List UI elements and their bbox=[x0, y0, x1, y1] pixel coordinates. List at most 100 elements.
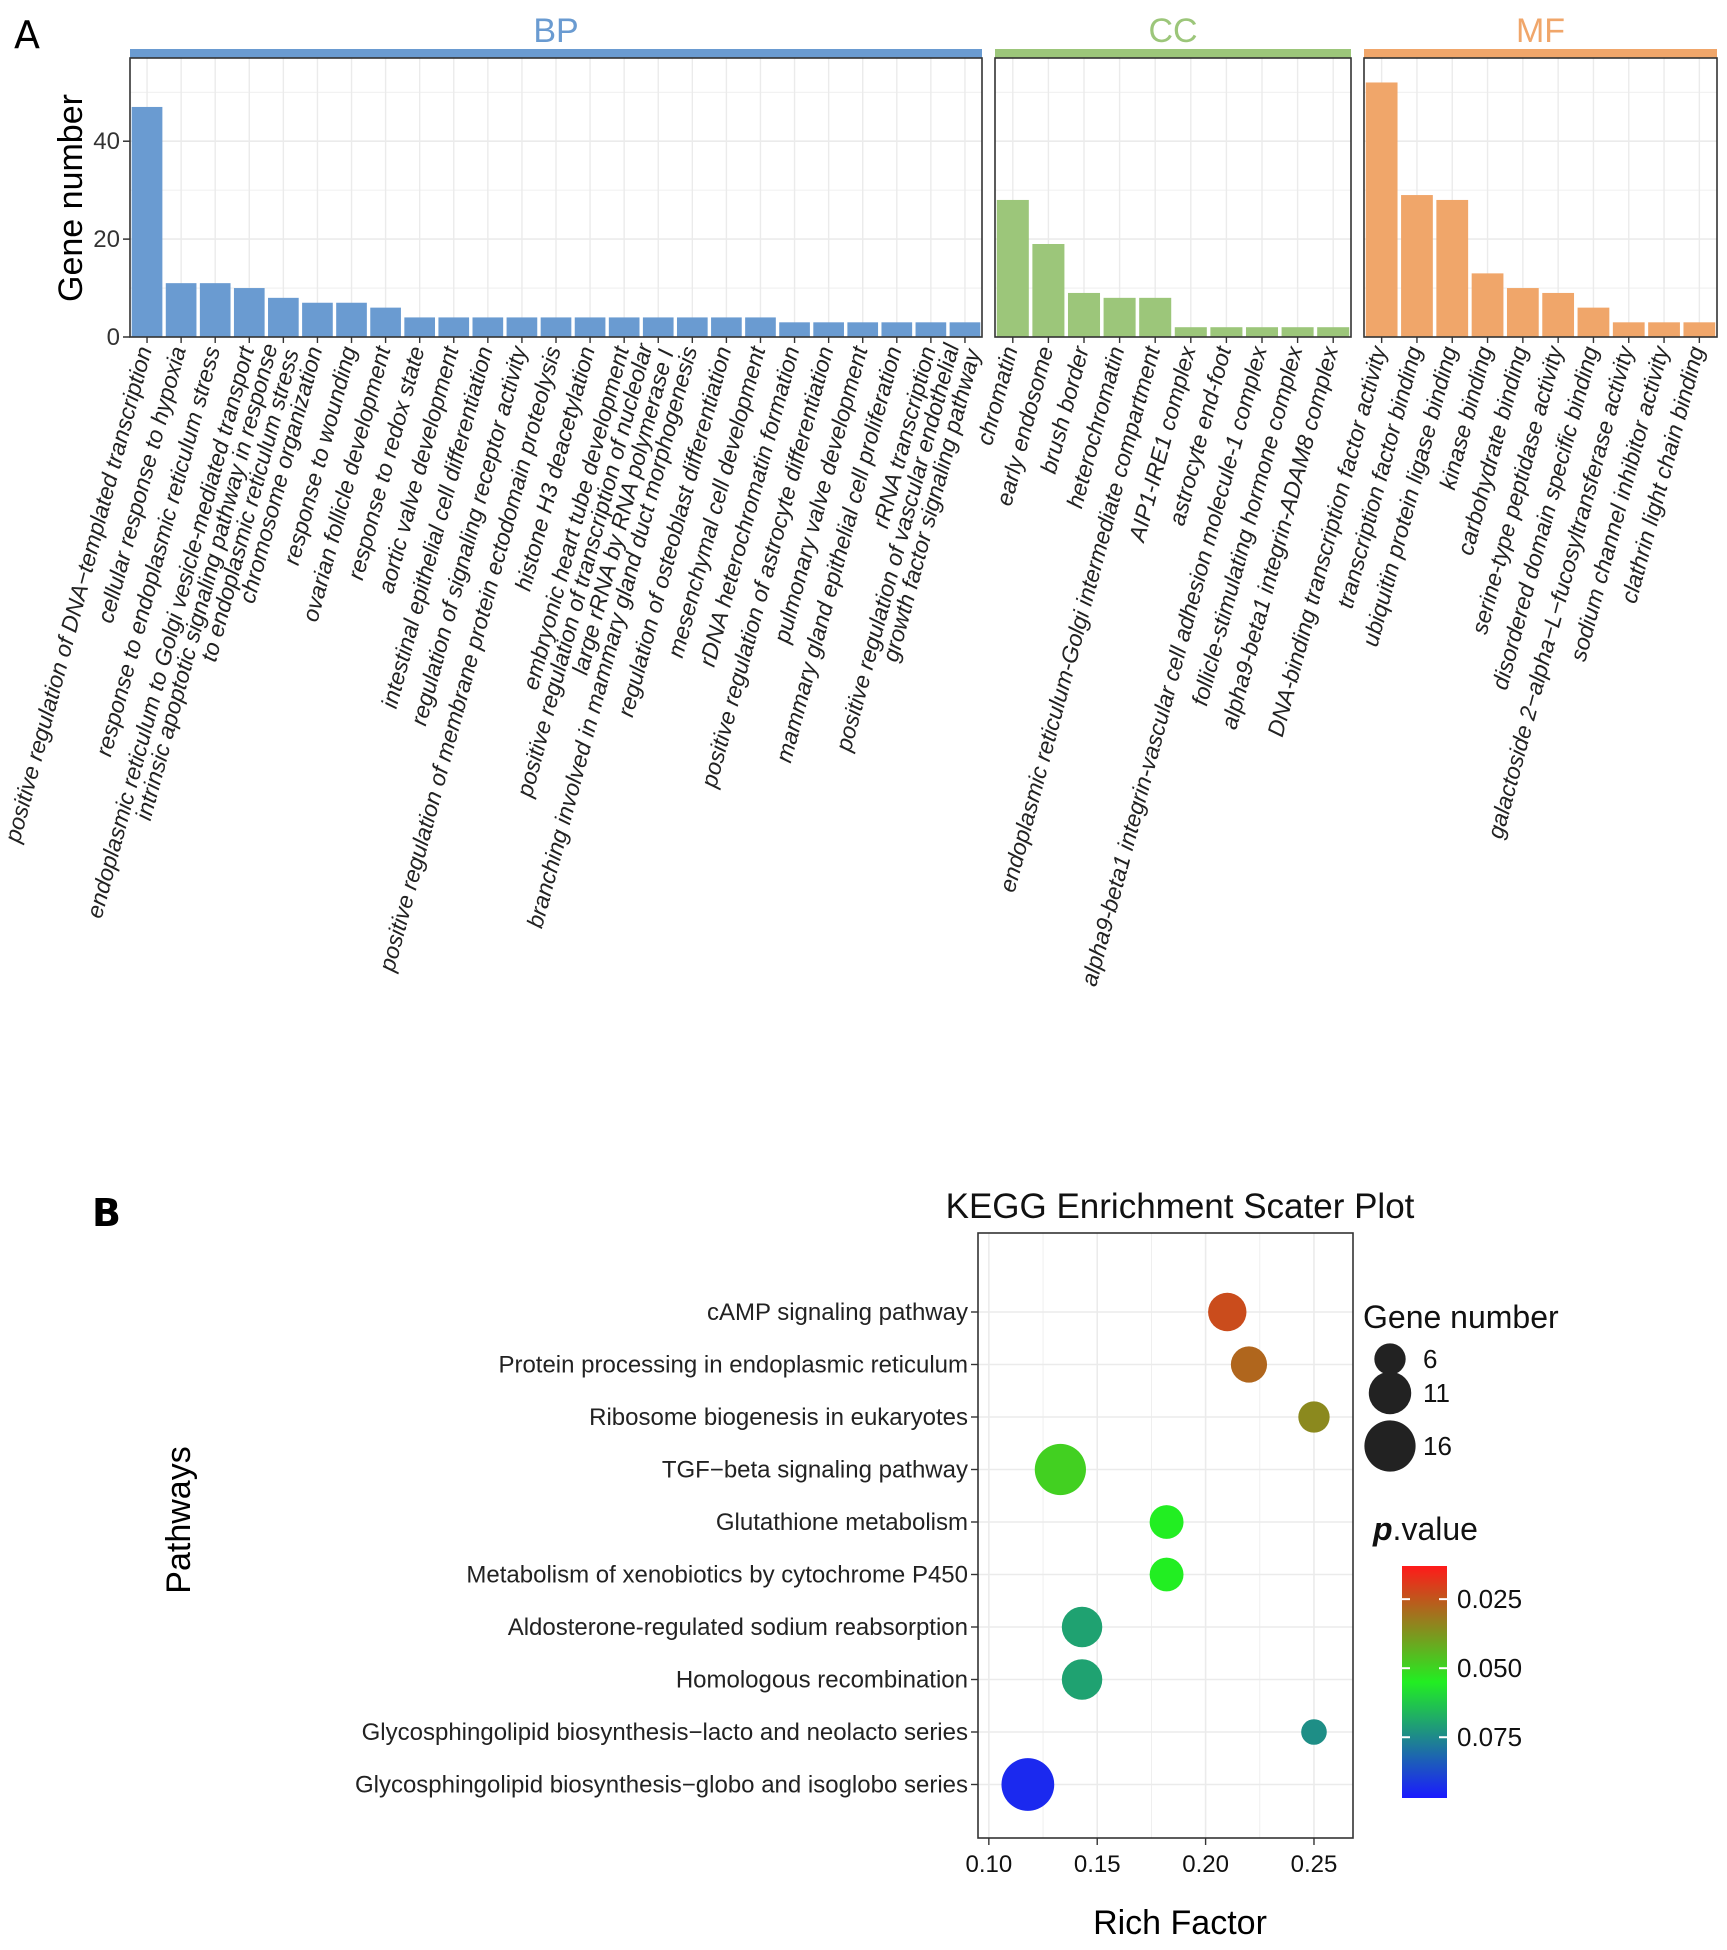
size-legend-key bbox=[1364, 1420, 1416, 1472]
bar-bp bbox=[370, 307, 401, 337]
scatter-point bbox=[1001, 1758, 1055, 1811]
bar-cc bbox=[996, 199, 1029, 337]
bar-mf bbox=[1577, 307, 1610, 337]
scatter-point bbox=[1149, 1505, 1184, 1539]
bar-cc bbox=[1139, 297, 1172, 337]
bar-cc bbox=[1174, 327, 1207, 337]
bar-bp bbox=[779, 322, 810, 337]
color-legend-title: p.value bbox=[1372, 1511, 1478, 1547]
facet-title: BP bbox=[533, 12, 578, 50]
y-tick-label: Glutathione metabolism bbox=[716, 1509, 968, 1536]
x-tick-label: 0.15 bbox=[1074, 1851, 1121, 1878]
bar-bp bbox=[336, 302, 367, 337]
bar-cc bbox=[1067, 292, 1101, 337]
facet-strip bbox=[995, 49, 1351, 58]
bar-mf bbox=[1436, 199, 1469, 337]
bar-bp bbox=[165, 283, 197, 337]
color-legend-title-rest: .value bbox=[1393, 1511, 1478, 1547]
bar-bp bbox=[608, 317, 640, 337]
y-tick-label: Aldosterone-regulated sodium reabsorptio… bbox=[508, 1614, 968, 1641]
bar-cc bbox=[1032, 244, 1065, 337]
bar-bp bbox=[506, 317, 538, 337]
x-tick-label: 0.20 bbox=[1182, 1851, 1229, 1878]
bar-bp bbox=[711, 317, 742, 337]
y-axis-title: Pathways bbox=[160, 1446, 198, 1593]
bar-bp bbox=[642, 317, 674, 337]
scatter-point bbox=[1301, 1719, 1327, 1745]
y-axis-title: Gene number bbox=[52, 94, 90, 302]
y-tick-label: Protein processing in endoplasmic reticu… bbox=[498, 1352, 968, 1379]
y-tick-label: Ribosome biogenesis in eukaryotes bbox=[589, 1404, 968, 1431]
bar-mf bbox=[1648, 322, 1680, 337]
panel-a-letter: A bbox=[14, 13, 40, 57]
bar-mf bbox=[1401, 195, 1433, 337]
bar-cc bbox=[1245, 327, 1279, 337]
color-bar-tick-label: 0.025 bbox=[1457, 1584, 1522, 1614]
color-bar-tick-label: 0.050 bbox=[1457, 1653, 1522, 1683]
bar-bp bbox=[881, 322, 913, 337]
chart-title: KEGG Enrichment Scater Plot bbox=[946, 1187, 1415, 1226]
color-bar-tick-label: 0.075 bbox=[1457, 1722, 1522, 1752]
facet-border bbox=[994, 57, 1352, 338]
scatter-point bbox=[1034, 1443, 1086, 1496]
kegg-scatter-plot: KEGG Enrichment Scater Plot cAMP signalin… bbox=[160, 1187, 1559, 1942]
bar-bp bbox=[472, 317, 504, 337]
bar-bp bbox=[233, 288, 265, 337]
y-tick-label: Metabolism of xenobiotics by cytochrome … bbox=[466, 1562, 968, 1589]
scatter-point bbox=[1149, 1557, 1184, 1592]
facet-title: MF bbox=[1516, 12, 1565, 50]
bar-bp bbox=[813, 322, 844, 337]
bar-mf bbox=[1506, 288, 1539, 337]
scatter-point bbox=[1061, 1659, 1103, 1700]
bar-bp bbox=[745, 317, 776, 337]
bar-bp bbox=[676, 317, 708, 337]
size-legend-key bbox=[1368, 1371, 1412, 1415]
plot-border bbox=[977, 1232, 1354, 1839]
bar-bp bbox=[404, 317, 436, 337]
bar-mf bbox=[1542, 292, 1575, 337]
x-axis-title: Rich Factor bbox=[1093, 1904, 1267, 1942]
bar-bp bbox=[438, 317, 470, 337]
bar-bp bbox=[574, 317, 606, 337]
scatter-point bbox=[1061, 1606, 1103, 1648]
y-tick-label: TGF−beta signaling pathway bbox=[662, 1457, 968, 1484]
y-tick-label: Homologous recombination bbox=[676, 1667, 968, 1694]
scatter-point bbox=[1208, 1292, 1247, 1332]
y-tick-label: Glycosphingolipid biosynthesis−globo and… bbox=[355, 1772, 968, 1799]
facet-border bbox=[1363, 57, 1718, 338]
bar-bp bbox=[199, 283, 231, 337]
facet-strip bbox=[130, 49, 982, 58]
bar-mf bbox=[1471, 273, 1504, 337]
bar-cc bbox=[1317, 327, 1350, 337]
y-tick-label: 40 bbox=[93, 128, 120, 155]
size-legend-label: 11 bbox=[1423, 1378, 1450, 1408]
bar-bp bbox=[268, 297, 299, 337]
bar-mf bbox=[1365, 82, 1398, 337]
bar-bp bbox=[540, 317, 572, 337]
x-tick-label: 0.10 bbox=[965, 1851, 1012, 1878]
y-tick-label: 0 bbox=[107, 324, 120, 351]
bar-cc bbox=[1281, 327, 1314, 337]
color-bar bbox=[1402, 1566, 1447, 1798]
x-tick-label: 0.25 bbox=[1291, 1851, 1338, 1878]
scatter-point bbox=[1230, 1346, 1268, 1383]
y-tick-label: cAMP signaling pathway bbox=[707, 1299, 968, 1326]
bar-bp bbox=[302, 302, 333, 337]
y-tick-label: 20 bbox=[93, 226, 120, 253]
size-legend-label: 6 bbox=[1423, 1344, 1437, 1374]
bar-bp bbox=[915, 322, 947, 337]
color-legend-title-italic: p bbox=[1372, 1511, 1393, 1547]
scatter-point bbox=[1298, 1401, 1330, 1433]
size-legend-key bbox=[1374, 1343, 1406, 1375]
bar-cc bbox=[1210, 327, 1243, 337]
bar-mf bbox=[1612, 322, 1645, 337]
panel-b-letter: B bbox=[92, 1191, 121, 1235]
bar-bp bbox=[131, 106, 163, 338]
size-legend-label: 16 bbox=[1423, 1431, 1452, 1461]
bar-cc bbox=[1103, 297, 1136, 337]
